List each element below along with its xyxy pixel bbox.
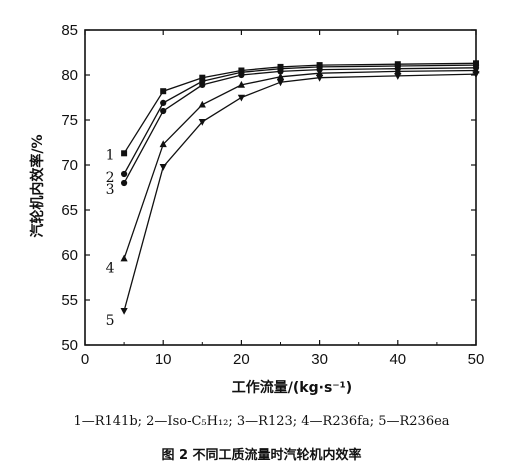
data-point (199, 81, 206, 88)
y-tick-label: 55 (61, 292, 78, 309)
data-point (160, 88, 167, 95)
x-tick-label: 0 (81, 351, 89, 368)
data-point (316, 74, 324, 82)
curve-label-5: 5 (106, 313, 115, 329)
data-point (159, 140, 167, 148)
data-point (121, 179, 128, 187)
series-line-3 (123, 67, 477, 184)
series-5 (120, 71, 480, 315)
series-line-2 (123, 64, 477, 175)
x-tick-label: 50 (468, 351, 485, 368)
data-point (276, 72, 285, 80)
series-legend: 1—R141b; 2—Iso-C₅H₁₂; 3—R123; 4—R236fa; … (73, 414, 450, 429)
data-point (160, 99, 167, 106)
data-point (159, 164, 167, 171)
x-axis-label: 工作流量/(kg·s⁻¹) (232, 379, 352, 396)
series-3 (121, 64, 480, 187)
curve-label-3: 3 (106, 182, 115, 198)
y-tick-label: 75 (61, 112, 78, 129)
axes: 0 10 20 30 40 50 50 55 60 65 70 75 80 85 (61, 22, 484, 368)
x-tick-label: 30 (311, 351, 328, 368)
series-4 (120, 66, 480, 262)
curve-label-1: 1 (106, 147, 115, 163)
data-point (121, 170, 128, 178)
y-tick-label: 85 (61, 22, 78, 39)
curve-label-2: 2 (106, 170, 115, 186)
figure-caption: 图 2 不同工质流量时汽轮机内效率 (161, 448, 362, 463)
x-tick-label: 20 (233, 351, 250, 368)
data-point (198, 119, 206, 126)
data-point (237, 80, 245, 88)
data-point (238, 71, 245, 79)
data-point (394, 73, 402, 80)
data-point (199, 74, 206, 81)
y-tick-label: 65 (61, 202, 78, 219)
y-tick-label: 70 (61, 157, 78, 174)
data-point (120, 254, 128, 262)
data-point (277, 68, 284, 75)
data-point (394, 67, 402, 75)
curve-label-4: 4 (106, 261, 115, 277)
y-tick-label: 50 (61, 337, 78, 354)
data-point (276, 79, 285, 87)
x-tick-label: 40 (389, 351, 406, 368)
data-point (316, 69, 324, 76)
x-tick-label: 10 (155, 351, 172, 368)
series-group (120, 60, 480, 315)
y-axis-label: 汽轮机内效率/% (29, 134, 46, 237)
series-line-4 (123, 69, 477, 259)
data-point (472, 71, 480, 79)
series-line-5 (123, 73, 477, 311)
y-tick-label: 60 (61, 247, 78, 264)
series-line-1 (123, 62, 477, 154)
y-tick-label: 80 (61, 67, 78, 84)
data-point (121, 150, 128, 157)
data-point (160, 107, 167, 115)
data-point (237, 94, 245, 102)
series-2 (121, 62, 480, 178)
data-point (120, 308, 128, 315)
data-point (198, 100, 206, 108)
